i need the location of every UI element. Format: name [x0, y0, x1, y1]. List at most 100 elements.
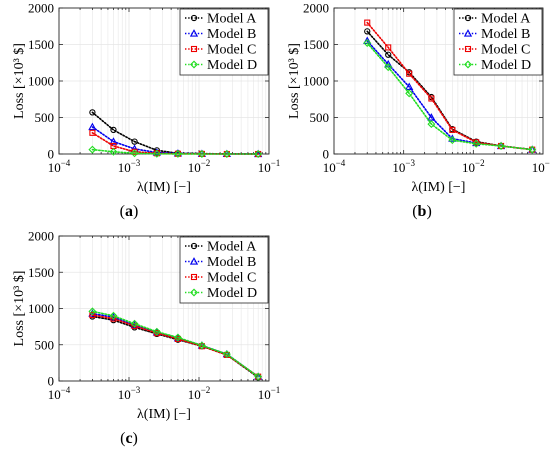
- data-point: [89, 311, 96, 319]
- panel-label: (b): [412, 203, 432, 220]
- series-model-d: [88, 307, 263, 381]
- data-point: [222, 350, 231, 359]
- data-point: [152, 327, 161, 336]
- legend-entry: Model D: [207, 286, 257, 301]
- data-point: [131, 138, 138, 145]
- data-point: [448, 136, 457, 145]
- y-tick-label: 2000: [28, 229, 54, 244]
- data-point: [449, 126, 456, 133]
- y-tick-label: 500: [310, 110, 330, 125]
- x-tick-label: 10−1: [258, 385, 281, 402]
- chart-panel-2: 0 500 1000 1500 2000 10−4 10−3 10−2 10−1 λ(IM) [−…: [287, 1, 550, 221]
- series-line: [366, 42, 534, 151]
- x-tick-label: 10−1: [532, 158, 550, 175]
- data-point: [428, 95, 435, 102]
- x-tick-label: 10−3: [118, 385, 141, 402]
- data-point: [197, 150, 206, 158]
- legend-entry: Model B: [207, 255, 256, 270]
- y-tick-label: 1500: [303, 37, 329, 52]
- data-point: [89, 109, 96, 116]
- legend-marker: [464, 60, 472, 69]
- data-point: [364, 19, 371, 26]
- legend-entry: Model D: [481, 58, 531, 73]
- y-tick-label: 0: [323, 147, 330, 162]
- data-point: [109, 147, 118, 156]
- data-point: [427, 113, 436, 121]
- x-tick-label: 10−3: [118, 158, 141, 175]
- legend-marker: [190, 14, 198, 22]
- chart-panel-3: 0 500 1000 1500 2000 10−4 10−3 10−2 10−1 λ(IM) [−…: [12, 229, 280, 448]
- data-point: [109, 311, 118, 320]
- data-point: [405, 89, 414, 98]
- data-point: [405, 82, 414, 90]
- y-tick-label: 1000: [28, 301, 54, 316]
- x-tick-label: 10−2: [188, 385, 211, 402]
- y-axis-label: Loss [×10³ $]: [12, 271, 27, 347]
- legend-marker: [190, 60, 198, 69]
- series-line: [366, 30, 534, 151]
- x-tick-label: 10−1: [258, 158, 281, 175]
- series-line: [91, 126, 259, 155]
- x-axis-label: λ(IM) [−]: [137, 180, 191, 195]
- y-tick-label: 2000: [303, 1, 329, 16]
- data-point: [427, 120, 436, 129]
- data-point: [110, 315, 117, 322]
- y-tick-label: 500: [35, 110, 55, 125]
- series-line: [91, 315, 259, 379]
- data-point: [88, 145, 97, 154]
- legend-entry: Model C: [481, 43, 530, 58]
- legend-entry: Model C: [207, 43, 256, 58]
- series-model-a: [89, 313, 262, 381]
- chart-panel-1: 0 500 1000 1500 2000 10−4 10−3 10−2 10−1 λ(IM) [−…: [12, 1, 280, 221]
- y-tick-label: 1000: [28, 74, 54, 89]
- legend-marker: [190, 288, 198, 297]
- series-model-d: [363, 39, 537, 154]
- y-tick-label: 500: [35, 337, 55, 352]
- y-axis-label: Loss [×10³ $]: [12, 43, 27, 119]
- legend-entry: Model C: [207, 271, 256, 286]
- x-tick-label: 10−4: [48, 385, 71, 402]
- data-point: [385, 51, 392, 58]
- series-line: [91, 148, 259, 155]
- data-point: [88, 307, 97, 316]
- y-tick-label: 1500: [28, 265, 54, 280]
- y-tick-label: 0: [48, 147, 55, 162]
- y-tick-label: 1000: [303, 74, 329, 89]
- legend-marker: [190, 242, 198, 250]
- data-point: [497, 141, 506, 150]
- legend-marker: [189, 257, 199, 265]
- data-point: [110, 126, 117, 134]
- legend-entry: Model D: [207, 58, 257, 73]
- data-point: [152, 149, 161, 158]
- x-tick-label: 10−2: [188, 158, 211, 175]
- x-tick-label: 10−4: [323, 158, 346, 175]
- data-point: [197, 341, 206, 350]
- data-point: [472, 139, 481, 148]
- data-point: [130, 319, 139, 328]
- data-point: [131, 322, 138, 329]
- series-line: [91, 310, 259, 378]
- data-point: [385, 44, 392, 51]
- data-point: [130, 149, 139, 158]
- y-tick-label: 1500: [28, 37, 54, 52]
- legend-entry: Model A: [207, 12, 257, 27]
- legend-marker: [464, 45, 472, 53]
- data-point: [222, 150, 231, 158]
- legend-entry: Model B: [207, 27, 256, 42]
- data-point: [88, 122, 97, 131]
- data-point: [173, 333, 182, 342]
- legend-marker: [464, 14, 472, 22]
- legend-marker: [190, 45, 198, 53]
- panel-label: (a): [120, 203, 139, 220]
- y-tick-label: 0: [48, 374, 55, 389]
- legend-marker: [190, 273, 198, 281]
- data-point: [406, 70, 413, 77]
- x-tick-label: 10−2: [462, 158, 485, 175]
- x-tick-label: 10−4: [48, 158, 71, 175]
- data-point: [254, 372, 263, 381]
